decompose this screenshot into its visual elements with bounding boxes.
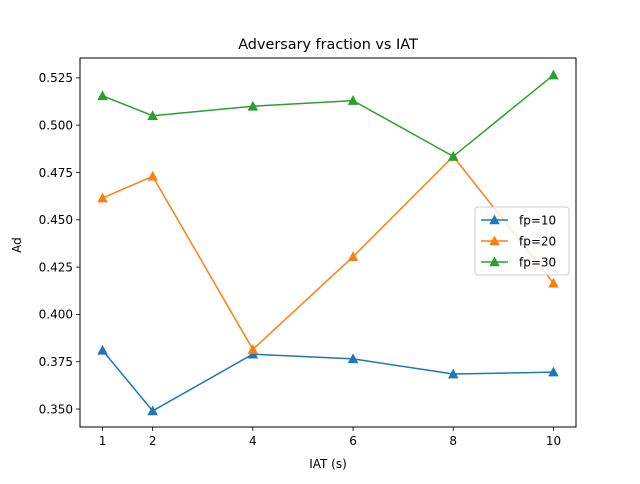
data-point bbox=[447, 150, 459, 161]
data-point bbox=[97, 90, 108, 101]
data-point bbox=[548, 69, 559, 80]
y-tick-label: 0.425 bbox=[39, 260, 73, 274]
plot-area: 1 2 4 6 8 10 0.350 0.375 0.400 0.425 0.450 0.475 0.5… bbox=[39, 57, 577, 448]
series-fp=20 bbox=[97, 150, 559, 354]
x-tick-label: 4 bbox=[249, 434, 257, 448]
y-tick-label: 0.525 bbox=[39, 71, 73, 85]
legend-marker bbox=[489, 256, 500, 267]
data-point bbox=[347, 251, 359, 262]
chart-title: Adversary fraction vs IAT bbox=[238, 37, 418, 53]
x-tick-label: 2 bbox=[149, 434, 157, 448]
data-point bbox=[247, 348, 259, 359]
data-point bbox=[347, 353, 359, 364]
x-axis-label: IAT (s) bbox=[309, 457, 347, 471]
y-tick-label: 0.450 bbox=[39, 213, 73, 227]
data-point bbox=[97, 192, 108, 203]
data-point bbox=[147, 110, 158, 121]
data-point bbox=[247, 100, 259, 111]
x-tick-label: 10 bbox=[546, 434, 561, 448]
legend-label: fp=30 bbox=[519, 256, 556, 270]
data-point bbox=[147, 405, 158, 416]
series-fp=30 bbox=[97, 69, 559, 161]
legend-marker bbox=[489, 235, 500, 246]
legend-item: fp=20 bbox=[481, 235, 556, 249]
x-tick-label: 8 bbox=[449, 434, 457, 448]
y-tick-label: 0.400 bbox=[39, 308, 73, 322]
y-tick-label: 0.375 bbox=[39, 355, 73, 369]
legend-label: fp=10 bbox=[519, 214, 556, 228]
y-tick-label: 0.500 bbox=[39, 118, 73, 132]
legend: fp=10 fp=20 fp=30 bbox=[474, 206, 570, 276]
series-line bbox=[102, 74, 554, 158]
legend-item: fp=10 bbox=[481, 214, 556, 228]
legend-marker bbox=[489, 214, 500, 225]
data-point bbox=[97, 344, 108, 355]
data-point bbox=[347, 95, 359, 105]
series-fp=10 bbox=[97, 344, 559, 416]
x-tick-label: 1 bbox=[99, 434, 107, 448]
y-tick-label: 0.350 bbox=[39, 402, 73, 416]
series-line bbox=[102, 155, 555, 351]
series-line bbox=[101, 349, 554, 412]
data-point bbox=[447, 368, 459, 379]
axes-frame bbox=[79, 57, 577, 428]
data-point bbox=[247, 343, 259, 354]
x-tick-label: 6 bbox=[349, 434, 357, 448]
y-tick-label: 0.475 bbox=[39, 166, 73, 180]
y-axis-label: Ad bbox=[10, 237, 24, 253]
legend-item: fp=30 bbox=[481, 256, 556, 270]
legend-label: fp=20 bbox=[519, 235, 556, 249]
data-point bbox=[548, 366, 559, 377]
data-point bbox=[548, 277, 559, 288]
data-point bbox=[147, 170, 158, 181]
